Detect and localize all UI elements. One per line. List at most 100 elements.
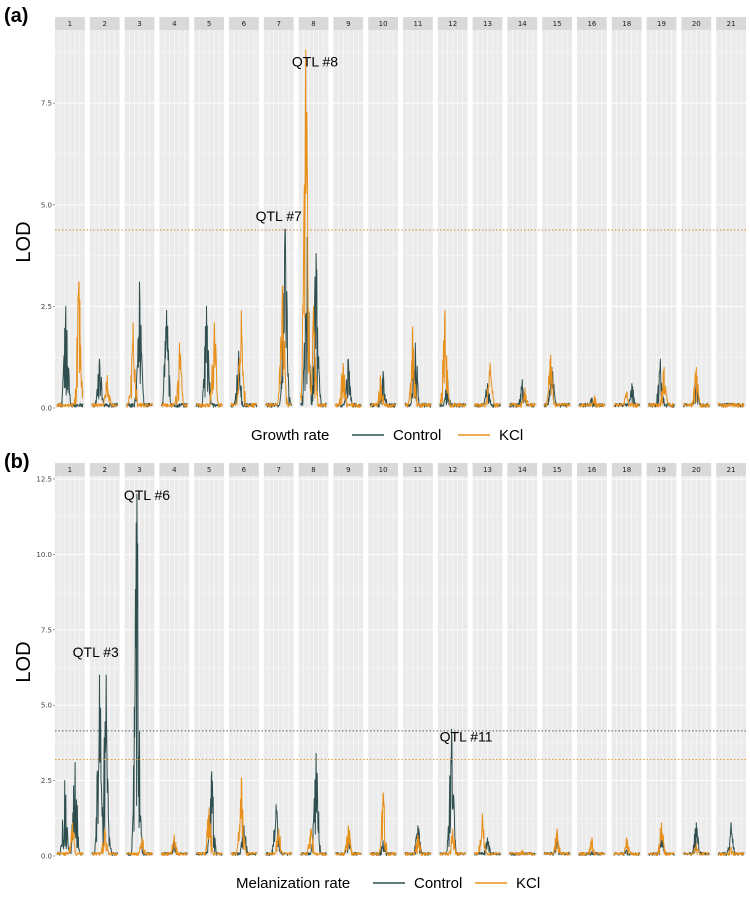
panel-b-legend: Melanization rate Control KCl	[236, 875, 540, 892]
facet-1: 1	[55, 463, 85, 857]
facet-strip-label: 19	[657, 466, 666, 474]
panel-a-label: (a)	[4, 5, 28, 27]
facet-strip	[472, 463, 503, 476]
facet-strip	[437, 463, 468, 476]
series-line-kcl	[369, 375, 397, 408]
facet-19: 19	[646, 463, 677, 857]
y-tick-label: 2.5	[41, 303, 52, 311]
qtl-annotation: QTL #11	[440, 728, 493, 744]
qtl-annotation: QTL #8	[292, 54, 338, 70]
series-line-kcl	[230, 310, 257, 408]
series-line-kcl	[161, 834, 188, 856]
facet-strip-label: 18	[622, 466, 631, 474]
y-tick-label: 10.0	[36, 551, 52, 559]
facet-strip-label: 13	[483, 466, 492, 474]
facet-strip-label: 8	[311, 20, 315, 28]
facet-strip	[263, 17, 294, 30]
facet-strip	[507, 17, 538, 30]
facet-strip	[124, 463, 155, 476]
series-line-control	[126, 281, 153, 408]
facet-strip	[681, 463, 712, 476]
facet-strip-label: 3	[137, 20, 141, 28]
series-line-kcl	[613, 391, 640, 408]
facet-13: 13	[472, 17, 503, 409]
panel-a-legend: Growth rate Control KCl	[251, 427, 523, 444]
legend-b-control-label: Control	[414, 875, 462, 892]
facet-strip-label: 2	[102, 20, 106, 28]
y-tick-label: 7.5	[41, 100, 52, 108]
series-line-kcl	[56, 822, 84, 856]
facet-strip-label: 20	[692, 466, 701, 474]
panel-b-facets: 0.02.55.07.510.012.51 2 3 4 5 6 7 8 9 10 11 12 13 14 1…	[36, 463, 746, 861]
facet-20: 20	[681, 17, 712, 409]
facet-16: 16	[577, 17, 607, 409]
facet-strip	[403, 17, 433, 30]
facet-strip	[263, 463, 294, 476]
series-line-kcl	[91, 828, 118, 856]
facet-strip	[542, 463, 572, 476]
y-tick-label: 2.5	[41, 777, 52, 785]
facet-strip-label: 10	[379, 20, 388, 28]
facet-strip-label: 4	[172, 20, 177, 28]
facet-strip-label: 1	[68, 20, 72, 28]
facet-14: 14	[507, 17, 538, 409]
y-tick-label: 7.5	[41, 626, 52, 634]
facet-strip	[159, 17, 190, 30]
facet-strip-label: 7	[276, 20, 280, 28]
facet-strip	[333, 463, 364, 476]
series-line-kcl	[160, 342, 188, 408]
facet-5: 5	[194, 463, 224, 857]
facet-3: 3	[124, 17, 155, 409]
facet-strip-label: 12	[448, 20, 457, 28]
facet-strip	[437, 17, 468, 30]
facet-19: 19	[646, 17, 677, 409]
facet-2: 2	[89, 17, 120, 409]
facet-strip	[646, 17, 677, 30]
facet-strip	[333, 17, 364, 30]
panel-b-y-axis-label: LOD	[13, 641, 35, 682]
legend-a-title: Growth rate	[251, 427, 329, 444]
facet-strip-label: 2	[102, 466, 106, 474]
series-line-kcl	[126, 322, 153, 408]
facet-18: 18	[611, 17, 642, 409]
facet-strip	[368, 463, 398, 476]
series-line-kcl	[543, 828, 571, 856]
facet-strip-label: 7	[276, 466, 280, 474]
facet-1: 1	[55, 17, 85, 409]
facet-strip	[611, 463, 642, 476]
y-tick-label: 0.0	[41, 405, 52, 413]
series-line-kcl	[404, 326, 432, 408]
facet-strip-label: 15	[553, 466, 562, 474]
facet-21: 21	[716, 463, 746, 857]
facet-strip	[298, 17, 329, 30]
facet-strip-label: 21	[727, 466, 736, 474]
facet-9: 9	[333, 463, 364, 857]
series-line-kcl	[300, 49, 327, 408]
series-line-kcl	[439, 828, 467, 856]
series-line-kcl	[265, 828, 292, 856]
qtl-annotation: QTL #7	[256, 208, 302, 224]
qtl-annotation: QTL #3	[73, 644, 119, 660]
facet-6: 6	[229, 17, 259, 409]
legend-a-kcl-label: KCl	[499, 427, 523, 444]
facet-18: 18	[611, 463, 642, 857]
facet-strip-label: 6	[242, 466, 247, 474]
facet-strip-label: 20	[692, 20, 701, 28]
series-line-kcl	[195, 807, 223, 856]
series-line-kcl	[717, 846, 745, 856]
y-tick-label: 0.0	[41, 853, 52, 861]
facet-strip-label: 16	[587, 466, 596, 474]
facet-strip	[681, 17, 712, 30]
facet-11: 11	[403, 17, 433, 409]
series-line-kcl	[195, 322, 223, 408]
facet-strip-label: 11	[413, 466, 422, 474]
facet-strip	[472, 17, 503, 30]
series-line-kcl	[578, 395, 606, 408]
series-line-kcl	[613, 837, 641, 856]
facet-strip	[55, 463, 85, 476]
series-line-kcl	[648, 366, 675, 408]
series-line-kcl	[126, 837, 153, 856]
series-line-kcl	[334, 825, 362, 856]
facet-12: 12	[437, 463, 468, 857]
